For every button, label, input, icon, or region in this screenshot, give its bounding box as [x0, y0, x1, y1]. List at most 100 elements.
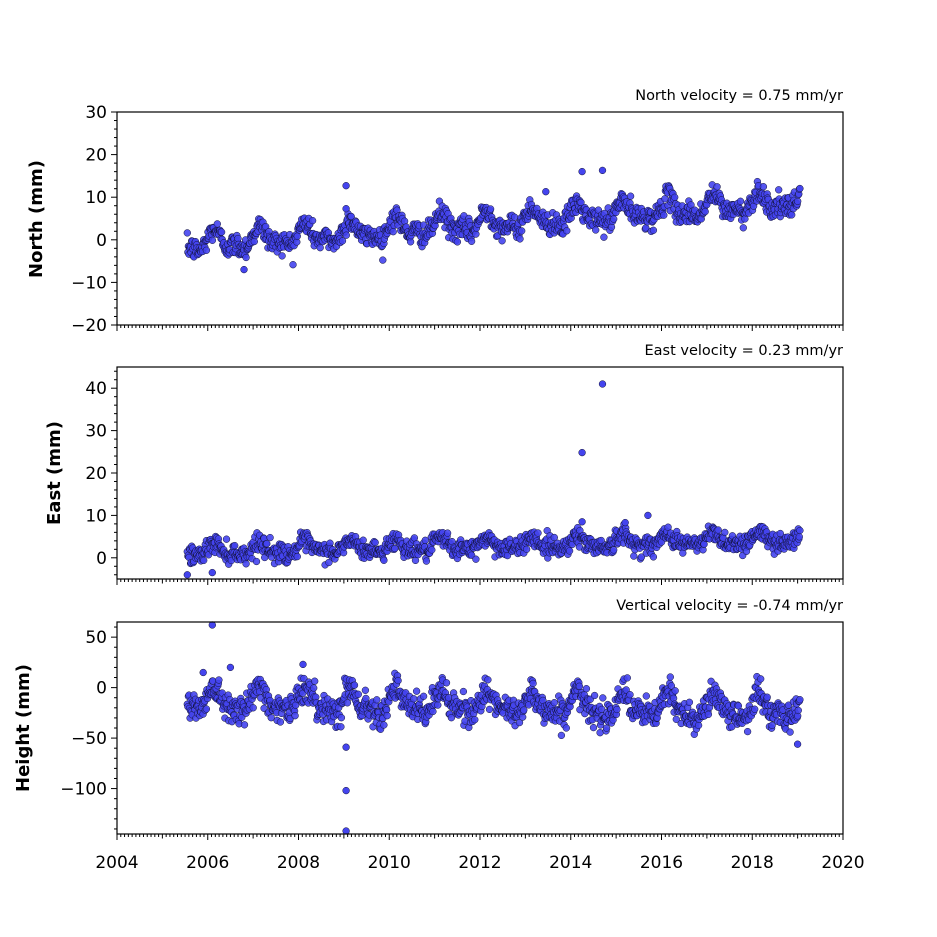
east-outlier-point: [183, 571, 191, 579]
height-data-point: [796, 696, 804, 704]
height-data-point: [562, 724, 570, 732]
east-data-point: [610, 546, 618, 554]
east-data-point: [721, 528, 729, 537]
north-data-point: [278, 252, 286, 260]
north-data-point: [250, 237, 258, 246]
east-data-point: [522, 545, 531, 553]
north-data-point: [516, 235, 524, 243]
height-data-point: [685, 698, 694, 706]
height-data-point: [602, 724, 611, 732]
north-data-point: [592, 226, 600, 234]
north-data-point: [626, 192, 635, 200]
height-data-point: [240, 721, 249, 729]
height-data-point: [337, 714, 346, 722]
xtick-label: 2012: [458, 853, 501, 873]
east-outlier-point: [644, 511, 652, 520]
height-outlier-point: [342, 827, 350, 835]
height-ylabel: Height (mm): [13, 664, 34, 792]
north-data-point: [389, 228, 397, 236]
north-data-point: [406, 238, 415, 246]
east-data-point: [565, 547, 574, 555]
north-data-point: [338, 237, 347, 245]
xtick-label: 2008: [277, 853, 320, 873]
height-data-point: [751, 705, 759, 713]
north-data-point: [794, 197, 802, 205]
east-data-point: [380, 556, 388, 564]
east-outlier-point: [578, 518, 586, 526]
height-data-point: [380, 721, 388, 729]
north-data-point: [796, 184, 804, 193]
east-data-point: [359, 536, 367, 544]
height-data-point: [671, 687, 679, 695]
east-data-point: [252, 557, 261, 566]
height-outlier-point: [342, 786, 350, 795]
xtick-label: 2016: [640, 853, 683, 873]
height-data-point: [590, 691, 599, 700]
east-points: [183, 380, 804, 579]
height-data-point: [575, 682, 584, 690]
height-data-point: [794, 706, 802, 715]
height-ytick-label: −50: [71, 729, 107, 749]
height-data-point: [529, 679, 537, 688]
north-outlier-point: [598, 166, 607, 175]
east-outlier-point: [208, 568, 216, 577]
east-data-point: [422, 557, 431, 565]
north-data-point: [741, 215, 749, 223]
height-data-point: [215, 676, 223, 684]
north-ytick-label: 30: [85, 103, 107, 123]
height-data-point: [757, 675, 765, 683]
height-data-point: [434, 701, 442, 709]
height-data-point: [596, 729, 604, 737]
east-data-point: [200, 556, 208, 565]
xtick-label: 2020: [821, 853, 864, 873]
north-points: [183, 166, 804, 274]
north-data-point: [736, 197, 745, 205]
east-outlier-point: [578, 448, 586, 457]
east-data-point: [630, 552, 638, 560]
north-data-point: [289, 261, 297, 269]
height-outlier-point: [342, 743, 350, 751]
height-points: [183, 621, 804, 835]
east-data-point: [231, 541, 239, 550]
height-data-point: [484, 676, 492, 684]
east-ytick-label: 0: [96, 549, 107, 569]
height-data-point: [763, 693, 771, 701]
height-data-point: [354, 690, 362, 698]
height-outlier-point: [226, 663, 235, 672]
north-data-point: [713, 183, 721, 191]
height-data-point: [311, 677, 319, 685]
height-data-point: [383, 712, 391, 720]
north-data-point: [183, 229, 191, 237]
height-data-point: [626, 691, 634, 699]
height-data-point: [666, 673, 674, 681]
xtick-label: 2010: [368, 853, 411, 873]
north-data-point: [467, 237, 476, 245]
height-data-point: [310, 684, 318, 692]
north-data-point: [739, 224, 747, 232]
height-data-point: [350, 681, 359, 689]
north-ytick-label: 10: [85, 188, 107, 208]
east-data-point: [222, 535, 231, 543]
north-data-point: [486, 205, 495, 213]
east-velocity-title: East velocity = 0.23 mm/yr: [644, 343, 843, 359]
height-data-point: [623, 674, 631, 682]
north-ytick-label: −10: [71, 273, 107, 293]
height-data-point: [599, 694, 607, 702]
north-outlier-point: [240, 265, 248, 274]
east-data-point: [649, 553, 658, 561]
north-outlier-point: [542, 188, 550, 196]
north-data-point: [649, 226, 658, 234]
height-ytick-label: 0: [96, 679, 107, 699]
north-data-point: [498, 237, 506, 245]
north-outlier-point: [342, 182, 350, 190]
north-ylabel: North (mm): [26, 160, 47, 278]
north-data-point: [213, 220, 221, 228]
east-ytick-label: 20: [85, 464, 107, 484]
xtick-label: 2004: [95, 853, 138, 873]
height-outlier-point: [199, 668, 207, 677]
height-data-point: [743, 727, 752, 736]
height-data-point: [412, 687, 421, 695]
height-data-point: [429, 707, 437, 716]
north-data-point: [563, 227, 571, 235]
